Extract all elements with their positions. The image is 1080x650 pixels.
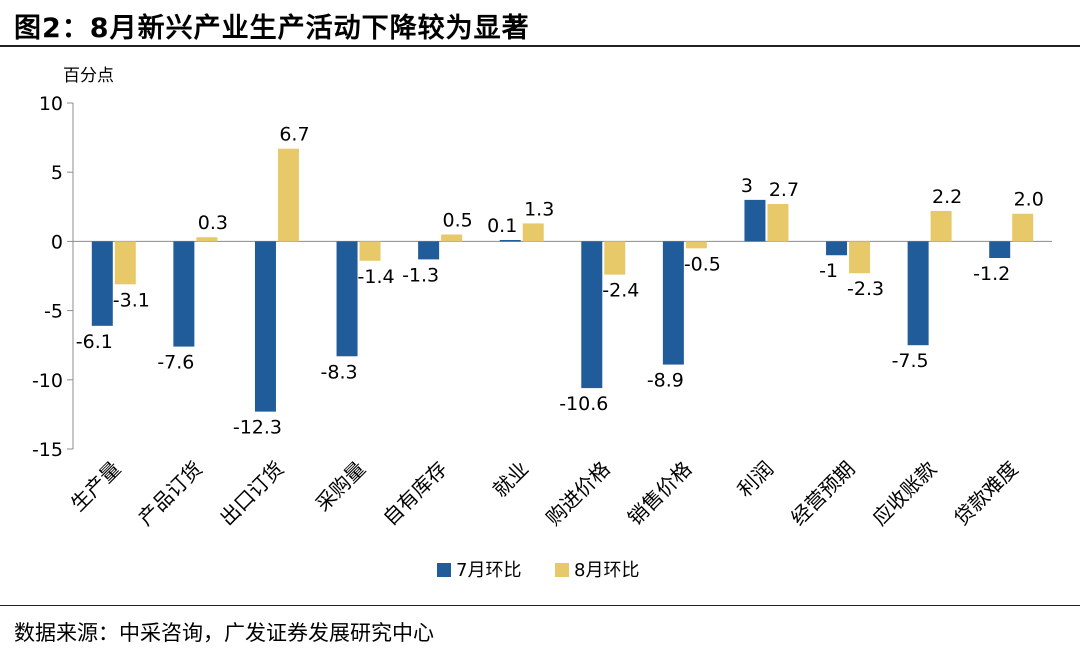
data-label-jul: -8.9 (647, 370, 684, 392)
bar-aug (277, 148, 299, 242)
bar-jul (581, 241, 603, 389)
bar-jul (744, 199, 766, 242)
data-label-aug: 0.5 (443, 209, 473, 231)
x-category-label: 采购量 (311, 457, 370, 516)
legend-label-aug: 8月环比 (574, 560, 639, 581)
x-category-label: 利润 (733, 457, 778, 502)
data-label-aug: -1.4 (358, 266, 395, 288)
y-tick-label: -5 (44, 301, 63, 323)
x-category-label: 经营预期 (786, 457, 860, 531)
data-label-aug: -2.4 (602, 280, 639, 302)
y-tick-label: 0 (51, 231, 63, 253)
bar-jul (989, 241, 1011, 259)
x-category-label: 产品订货 (133, 457, 207, 531)
x-category-label: 自有库存 (378, 457, 452, 531)
data-label-jul: 0.1 (487, 215, 517, 237)
bar-aug (767, 204, 789, 242)
bar-jul (499, 240, 521, 242)
bar-aug (359, 241, 381, 261)
x-category-label: 生产量 (66, 457, 125, 516)
y-tick-label: 10 (39, 93, 63, 115)
x-category-label: 应收账款 (868, 457, 942, 531)
data-label-aug: -0.5 (684, 253, 721, 275)
bar-jul (91, 241, 113, 326)
source-note: 数据来源：中采咨询，广发证券发展研究中心 (14, 621, 434, 645)
data-label-jul: -10.6 (559, 393, 608, 415)
source-divider (0, 605, 1080, 606)
x-category-label: 购进价格 (541, 457, 615, 531)
bar-jul (254, 241, 276, 412)
bar-jul (826, 241, 848, 256)
chart-title: 图2：8月新兴产业生产活动下降较为显著 (14, 13, 530, 44)
data-label-aug: 6.7 (279, 124, 309, 146)
bar-aug (522, 223, 544, 242)
data-label-jul: -8.3 (321, 361, 358, 383)
bar-jul (173, 241, 195, 347)
y-tick-label: -10 (32, 370, 63, 392)
data-label-jul: -7.6 (157, 352, 194, 374)
legend-label-jul: 7月环比 (456, 560, 521, 581)
x-category-label: 出口订货 (215, 457, 289, 531)
title-divider (0, 45, 1080, 47)
x-category-label: 就业 (488, 457, 533, 502)
data-label-aug: 1.3 (524, 198, 554, 220)
bar-jul (662, 241, 684, 365)
bar-aug (441, 234, 463, 242)
data-label-aug: -2.3 (847, 278, 884, 300)
bar-aug (685, 241, 707, 249)
data-label-aug: 2.0 (1014, 189, 1044, 211)
data-label-jul: -7.5 (892, 350, 929, 372)
data-label-aug: 2.2 (932, 186, 962, 208)
bar-aug (114, 241, 136, 285)
data-label-jul: -1 (819, 260, 838, 282)
bar-aug (196, 237, 218, 242)
bar-jul (418, 241, 440, 260)
data-label-aug: 0.3 (198, 212, 228, 234)
legend-swatch-aug (555, 563, 569, 577)
bar-chart: 百分点1050-5-10-15-6.1-3.1生产量-7.60.3产品订货-12… (32, 66, 1052, 581)
bar-jul (336, 241, 358, 357)
data-label-aug: -3.1 (113, 289, 150, 311)
bar-aug (1012, 213, 1034, 242)
y-tick-label: -15 (32, 439, 63, 461)
data-label-jul: -6.1 (76, 331, 113, 353)
data-label-aug: 2.7 (769, 179, 799, 201)
bar-aug (849, 241, 871, 274)
data-label-jul: -12.3 (233, 417, 282, 439)
data-label-jul: -1.3 (402, 264, 439, 286)
bar-jul (907, 241, 929, 346)
bar-aug (604, 241, 626, 275)
legend-swatch-jul (437, 563, 451, 577)
bar-aug (930, 210, 952, 242)
data-label-jul: -1.2 (973, 263, 1010, 285)
data-label-jul: 3 (741, 175, 753, 197)
x-category-label: 贷款难度 (949, 457, 1023, 531)
y-axis-unit-label: 百分点 (63, 66, 114, 86)
y-tick-label: 5 (51, 162, 63, 184)
x-category-label: 销售价格 (623, 457, 697, 531)
